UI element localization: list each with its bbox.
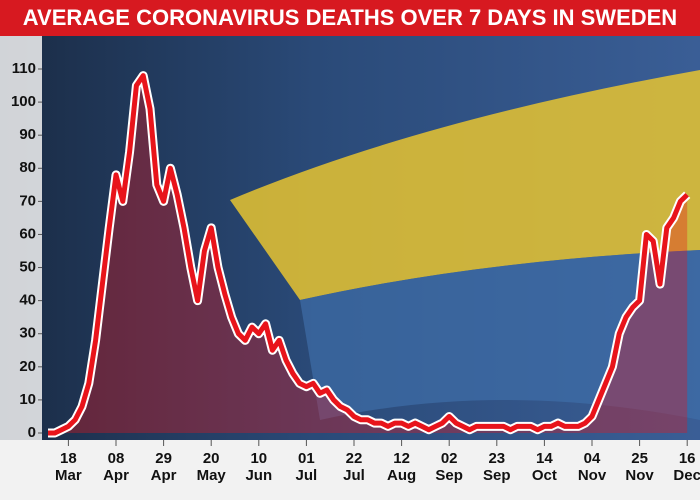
y-tick-label: 90 [19,126,36,143]
y-tick-label: 40 [19,292,36,309]
x-tick-label: 01 Jul [295,450,318,484]
x-tick-label: 23 Sep [483,450,511,484]
x-tick-label: 14 Oct [531,450,557,484]
x-tick-label: 22 Jul [343,450,365,484]
y-tick-label: 10 [19,391,36,408]
y-tick-label: 60 [19,225,36,242]
x-tick-label: 02 Sep [435,450,463,484]
y-tick-label: 20 [19,358,36,375]
title-bar [0,0,700,36]
flag-blue [300,250,700,420]
x-tick-label: 25 Nov [625,450,654,484]
chart-title: AVERAGE CORONAVIRUS DEATHS OVER 7 DAYS I… [23,5,677,30]
y-tick-label: 80 [19,159,36,176]
y-tick-label: 50 [19,259,36,276]
line [48,73,689,436]
x-tick-label: 20 May [196,450,226,484]
y-tick-label: 30 [19,325,36,342]
area [48,75,688,434]
y-tick-label: 100 [11,93,36,110]
x-tick-label: 16 Dec [673,450,700,484]
x-tick-label: 29 Apr [150,450,177,484]
x-tick-label: 08 Apr [103,450,129,484]
y-tick-label: 110 [12,60,36,77]
axis-band [0,440,700,500]
x-tick-label: 10 Jun [245,450,273,484]
y-tick-label: 70 [19,192,36,209]
y-tick-label: 0 [28,424,36,441]
flag-yellow [230,70,700,300]
x-tick-label: 18 Mar [55,450,82,484]
x-tick-label: 12 Aug [387,450,417,484]
y-axis-band [0,36,42,440]
x-tick-label: 04 Nov [577,450,607,484]
